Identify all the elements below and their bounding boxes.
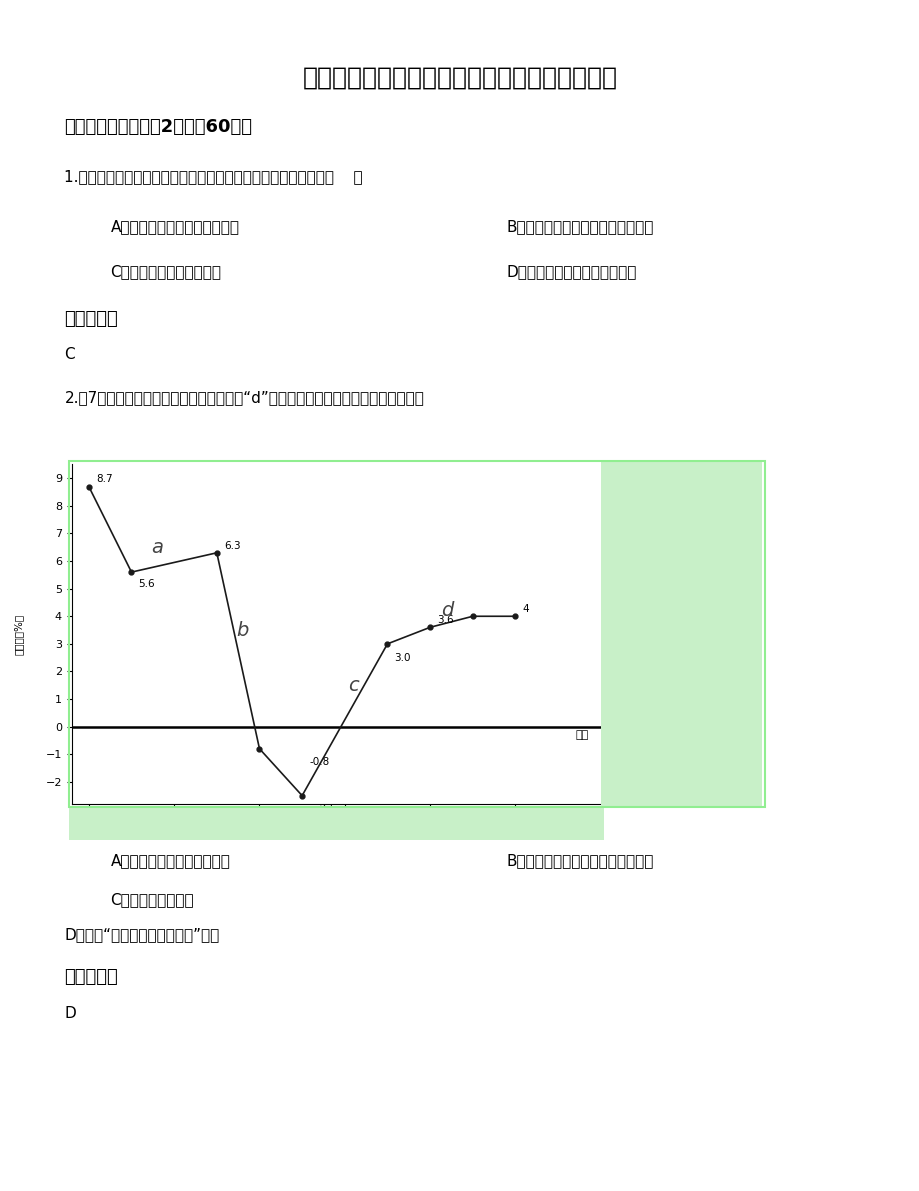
Text: 8.7: 8.7 (96, 474, 112, 485)
Text: -0.8: -0.8 (309, 757, 329, 767)
Text: 图 7: 图 7 (314, 816, 336, 830)
Text: 1.法国大革命后期，雅各宾派分为左、中、右三派的根本原因是（    ）: 1.法国大革命后期，雅各宾派分为左、中、右三派的根本原因是（ ） (64, 169, 363, 183)
Text: d: d (440, 601, 453, 621)
Text: 增长率: 增长率 (680, 626, 699, 636)
Text: 一、选择题（每小题2分，共60分）: 一、选择题（每小题2分，共60分） (64, 118, 252, 137)
Text: D: D (64, 1006, 76, 1021)
Text: D．实施“宏观调控，微观自主”政策: D．实施“宏观调控，微观自主”政策 (64, 928, 220, 942)
Text: 5.6: 5.6 (138, 579, 155, 590)
Text: C．实施凯恩斯主义: C．实施凯恩斯主义 (110, 892, 194, 906)
Text: B．对国内实行恐怖政策的态度不同: B．对国内实行恐怖政策的态度不同 (505, 219, 652, 233)
Text: 四川省德阳市民主中学高一历史模拟试卷含解析: 四川省德阳市民主中学高一历史模拟试卷含解析 (302, 66, 617, 89)
Text: A．对抵抗外敌入侵的态度不同: A．对抵抗外敌入侵的态度不同 (110, 219, 239, 233)
Text: b: b (236, 621, 248, 640)
Text: 6.3: 6.3 (223, 541, 240, 550)
Text: a: a (151, 538, 163, 556)
Text: 年份: 年份 (574, 730, 588, 740)
Text: 参考答案：: 参考答案： (64, 967, 118, 986)
Text: D．封建敌对势力对其分化瓦解: D．封建敌对势力对其分化瓦解 (505, 264, 636, 279)
Y-axis label: 增长率（%）: 增长率（%） (14, 613, 24, 655)
Text: -2.5: -2.5 (315, 804, 336, 815)
Text: B．实行供给学派和货币学派的理论: B．实行供给学派和货币学派的理论 (505, 854, 652, 868)
Text: C: C (64, 348, 75, 362)
Text: 4: 4 (522, 604, 528, 615)
Text: c: c (347, 675, 358, 694)
Text: C．所代表的集团利益不同: C．所代表的集团利益不同 (110, 264, 221, 279)
Text: 3.0: 3.0 (394, 653, 411, 662)
Text: 3.6: 3.6 (437, 615, 453, 625)
Text: A．采用大规模赤字财政政策: A．采用大规模赤字财政政策 (110, 854, 230, 868)
Text: 2.图7反映的是二战后美国经济的增长率。“d”段发展趋势的出现是由于当时美国政府: 2.图7反映的是二战后美国经济的增长率。“d”段发展趋势的出现是由于当时美国政府 (64, 391, 424, 405)
Text: 参考答案：: 参考答案： (64, 310, 118, 329)
